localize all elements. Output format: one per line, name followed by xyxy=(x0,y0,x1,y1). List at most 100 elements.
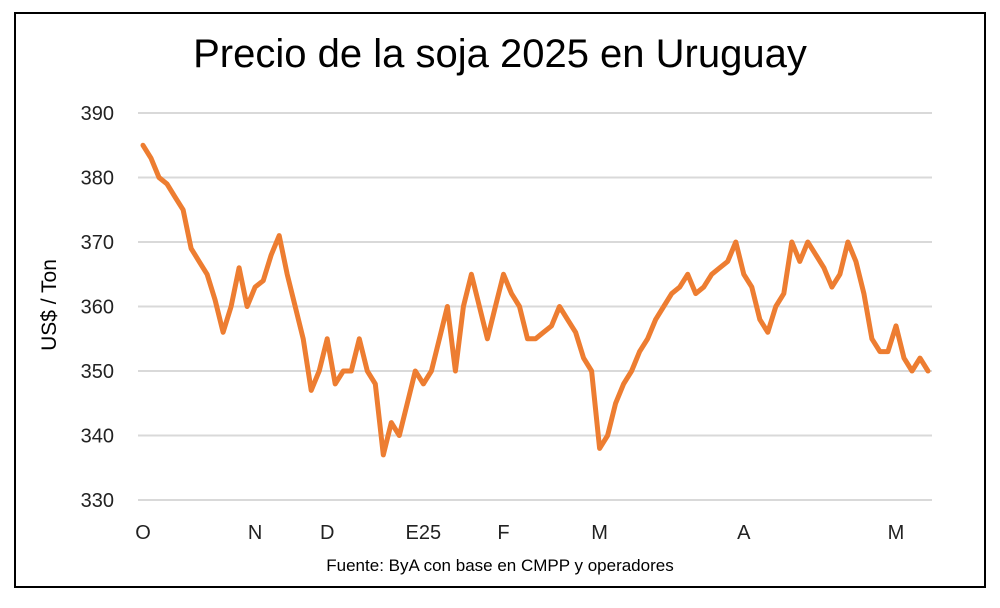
data-point xyxy=(479,306,480,307)
data-point xyxy=(215,300,216,301)
data-point xyxy=(767,332,768,333)
data-point xyxy=(143,145,144,146)
data-point xyxy=(471,274,472,275)
data-point xyxy=(231,306,232,307)
y-tick-label: 370 xyxy=(81,232,114,254)
data-point xyxy=(583,358,584,359)
x-tick-label: N xyxy=(248,522,262,544)
data-point xyxy=(159,177,160,178)
data-point xyxy=(751,287,752,288)
data-point xyxy=(391,422,392,423)
data-point xyxy=(295,306,296,307)
data-point xyxy=(687,274,688,275)
data-point xyxy=(415,371,416,372)
data-point xyxy=(703,287,704,288)
data-point xyxy=(575,332,576,333)
data-point xyxy=(671,293,672,294)
y-tick-label: 330 xyxy=(81,490,114,512)
data-point xyxy=(343,371,344,372)
data-point xyxy=(847,242,848,243)
data-point xyxy=(263,280,264,281)
data-point xyxy=(407,403,408,404)
y-tick-label: 360 xyxy=(81,297,114,319)
data-point xyxy=(759,319,760,320)
x-tick-label: D xyxy=(320,522,334,544)
data-point xyxy=(719,267,720,268)
data-point xyxy=(367,371,368,372)
data-point xyxy=(271,254,272,255)
data-point xyxy=(383,454,384,455)
data-point xyxy=(551,325,552,326)
data-point xyxy=(559,306,560,307)
data-point xyxy=(791,242,792,243)
y-axis-label: US$ / Ton xyxy=(38,259,61,351)
data-point xyxy=(319,371,320,372)
data-point xyxy=(807,242,808,243)
x-tick-label: M xyxy=(888,522,905,544)
data-point xyxy=(207,274,208,275)
data-point xyxy=(727,261,728,262)
data-point xyxy=(895,325,896,326)
data-point xyxy=(519,306,520,307)
data-point xyxy=(423,383,424,384)
data-point xyxy=(911,371,912,372)
data-point xyxy=(199,261,200,262)
x-tick-label: O xyxy=(135,522,151,544)
data-point xyxy=(615,403,616,404)
y-tick-label: 350 xyxy=(81,361,114,383)
data-point xyxy=(527,338,528,339)
data-point xyxy=(871,338,872,339)
data-point xyxy=(335,383,336,384)
data-point xyxy=(351,371,352,372)
y-tick-label: 340 xyxy=(81,426,114,448)
data-point xyxy=(247,306,248,307)
data-point xyxy=(455,371,456,372)
data-point xyxy=(223,332,224,333)
x-tick-label: M xyxy=(591,522,608,544)
data-point xyxy=(919,358,920,359)
data-point xyxy=(239,267,240,268)
data-point xyxy=(823,267,824,268)
data-point xyxy=(887,351,888,352)
data-point xyxy=(463,306,464,307)
data-point xyxy=(799,261,800,262)
data-point xyxy=(607,435,608,436)
data-point xyxy=(775,306,776,307)
data-point xyxy=(503,274,504,275)
data-point xyxy=(327,338,328,339)
data-point xyxy=(591,371,592,372)
data-point xyxy=(303,338,304,339)
data-point xyxy=(511,293,512,294)
data-point xyxy=(783,293,784,294)
chart-frame xyxy=(14,12,986,588)
data-point xyxy=(495,306,496,307)
data-point xyxy=(431,371,432,372)
source-note: Fuente: ByA con base en CMPP y operadore… xyxy=(326,556,674,575)
data-point xyxy=(663,306,664,307)
data-point xyxy=(831,287,832,288)
data-point xyxy=(151,158,152,159)
data-point xyxy=(535,338,536,339)
y-tick-label: 380 xyxy=(81,168,114,190)
data-point xyxy=(255,287,256,288)
data-point xyxy=(279,235,280,236)
data-point xyxy=(447,306,448,307)
data-point xyxy=(191,248,192,249)
data-point xyxy=(183,209,184,210)
data-point xyxy=(375,383,376,384)
data-point xyxy=(735,242,736,243)
data-point xyxy=(855,261,856,262)
data-point xyxy=(439,338,440,339)
data-point xyxy=(679,287,680,288)
price-line xyxy=(140,142,931,458)
data-point xyxy=(487,338,488,339)
x-tick-label: F xyxy=(497,522,509,544)
data-point xyxy=(879,351,880,352)
data-point xyxy=(543,332,544,333)
data-point xyxy=(815,254,816,255)
data-point xyxy=(639,351,640,352)
chart-title: Precio de la soja 2025 en Uruguay xyxy=(193,32,807,76)
data-point xyxy=(863,293,864,294)
data-point xyxy=(567,319,568,320)
